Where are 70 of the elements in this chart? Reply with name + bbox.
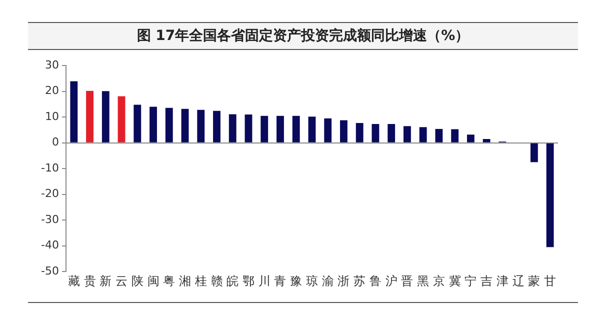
bar [435, 128, 443, 142]
bar [308, 116, 316, 142]
bar [150, 106, 157, 142]
bar [86, 90, 94, 142]
x-tick-label: 豫 [290, 274, 302, 288]
x-tick-label: 云 [116, 274, 128, 288]
x-tick-label: 辽 [512, 274, 524, 288]
bar [482, 138, 490, 142]
bar [260, 116, 268, 142]
bar [244, 114, 252, 142]
bar [197, 110, 205, 142]
bar [118, 96, 126, 142]
bar [546, 143, 554, 248]
bar [356, 123, 364, 142]
x-tick-label: 晋 [401, 274, 414, 288]
x-tick-label: 藏 [68, 274, 80, 288]
x-tick-label: 鄂 [242, 274, 254, 288]
x-tick-label: 蒙 [528, 274, 540, 288]
bar [70, 81, 78, 142]
x-tick-label: 闽 [147, 274, 160, 288]
x-tick-label: 鲁 [369, 274, 382, 288]
y-tick-label: -30 [41, 212, 59, 226]
bar [102, 91, 110, 142]
bar [372, 124, 380, 142]
y-tick-label: 20 [44, 84, 59, 98]
x-tick-label: 沪 [385, 274, 398, 288]
bar [324, 118, 332, 142]
x-tick-label: 粤 [163, 274, 176, 288]
x-tick-label: 琼 [306, 274, 318, 288]
x-tick-label: 甘 [544, 274, 556, 288]
bar [165, 108, 173, 142]
bar [404, 126, 411, 142]
bar [451, 129, 459, 142]
x-tick-label: 津 [496, 274, 508, 288]
bar [276, 116, 284, 142]
x-tick-label: 宁 [464, 274, 477, 288]
bar [419, 127, 427, 142]
x-tick-label: 渝 [322, 274, 334, 288]
chart-title: 图 17年全国各省固定资产投资完成额同比增速（%） [28, 22, 578, 50]
bar [292, 116, 300, 142]
x-tick-label: 新 [100, 274, 112, 288]
x-tick-label: 皖 [226, 274, 239, 288]
x-tick-label: 京 [432, 274, 445, 288]
bar [134, 104, 142, 142]
x-tick-label: 陕 [131, 274, 144, 288]
y-tick-label: -10 [41, 161, 59, 174]
y-tick-label: -50 [41, 264, 59, 278]
x-tick-label: 贵 [84, 274, 96, 288]
x-tick-label: 苏 [354, 274, 366, 288]
x-tick-label: 桂 [194, 274, 207, 288]
y-tick-label: 10 [44, 110, 59, 123]
bar [388, 124, 396, 142]
y-tick-label: -20 [41, 187, 59, 200]
x-tick-label: 川 [258, 274, 270, 288]
x-tick-label: 赣 [210, 274, 223, 288]
y-tick-label: 30 [44, 58, 59, 72]
x-tick-label: 浙 [338, 274, 350, 288]
y-tick-label: 0 [52, 136, 59, 149]
y-tick-label: -40 [41, 238, 59, 252]
x-tick-label: 湘 [179, 274, 192, 288]
x-tick-label: 吉 [480, 274, 493, 288]
bar [213, 110, 220, 142]
bar [530, 143, 538, 162]
x-tick-label: 黑 [417, 274, 430, 288]
bar [181, 108, 189, 142]
bar [466, 134, 474, 142]
bar [228, 114, 236, 142]
bar [340, 120, 348, 142]
x-tick-label: 冀 [448, 274, 461, 288]
x-tick-label: 青 [274, 274, 286, 288]
